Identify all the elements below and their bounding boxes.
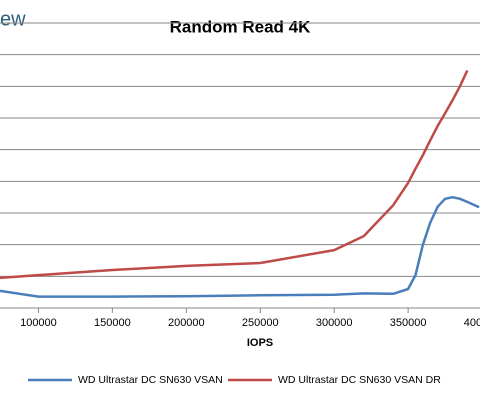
x-tick-label: 200000 bbox=[168, 317, 205, 329]
legend-label: WD Ultrastar DC SN630 VSAN bbox=[78, 374, 223, 386]
series-line bbox=[0, 69, 469, 280]
legend-label: WD Ultrastar DC SN630 VSAN DR bbox=[278, 374, 441, 386]
x-tick-label: 350000 bbox=[390, 317, 427, 329]
logo: ew bbox=[0, 8, 26, 30]
x-axis-label: IOPS bbox=[247, 337, 273, 349]
x-tick-label: 250000 bbox=[242, 317, 279, 329]
x-tick-label: 100000 bbox=[20, 317, 57, 329]
x-tick-label: 400000 bbox=[464, 317, 480, 329]
x-tick-label: 300000 bbox=[316, 317, 353, 329]
chart-title: Random Read 4K bbox=[170, 17, 311, 36]
x-tick-label: 150000 bbox=[94, 317, 131, 329]
series-line bbox=[0, 195, 480, 298]
